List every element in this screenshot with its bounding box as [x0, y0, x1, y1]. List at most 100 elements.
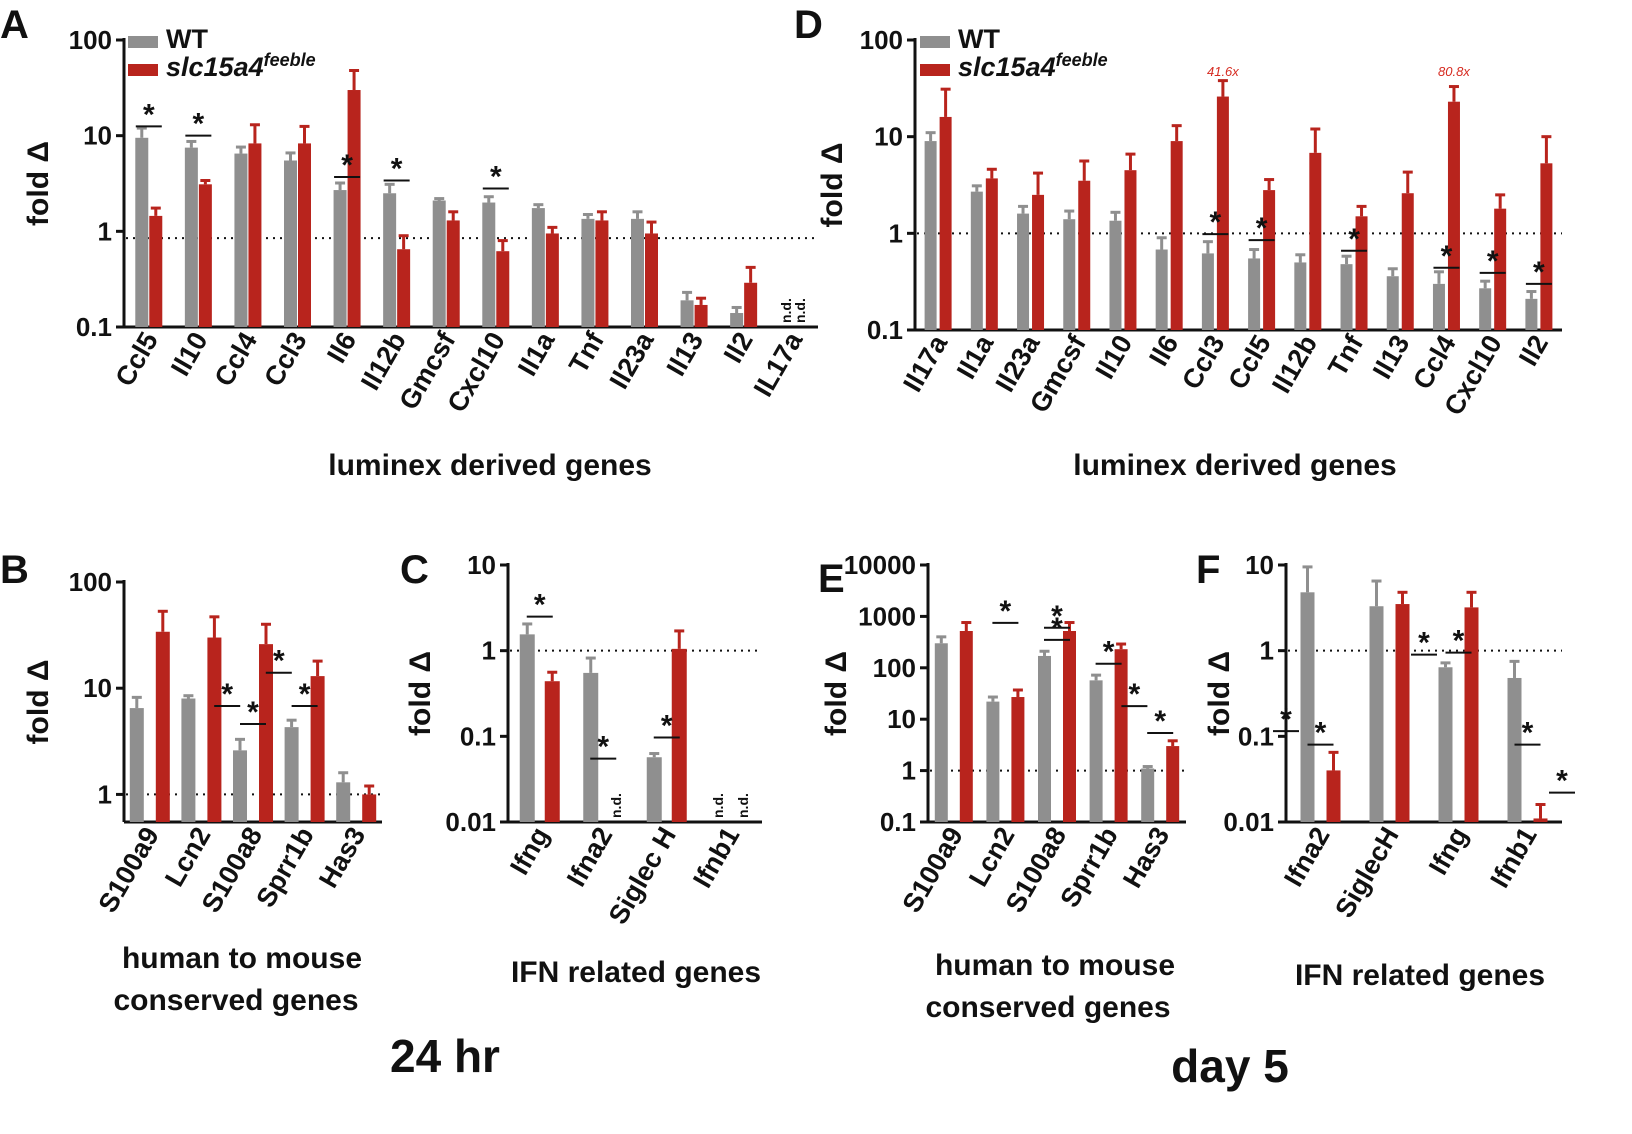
significance-star: * [1103, 636, 1115, 669]
legend-swatch-mutant [128, 64, 158, 76]
bar-mutant [1032, 194, 1045, 330]
significance-star: * [534, 589, 546, 622]
bar-mutant [1114, 649, 1128, 822]
bar-wt [1300, 592, 1315, 822]
bar-wt [1155, 249, 1168, 330]
bar-wt [1438, 667, 1453, 822]
y-tick-label: 0.1 [76, 312, 112, 342]
bar-mutant [1063, 630, 1076, 822]
not-detected-label: n.d. [792, 298, 808, 323]
category-label: S100a9 [92, 822, 165, 918]
y-tick-label: 0.1 [460, 721, 496, 751]
bar-wt [680, 300, 694, 327]
category-label: Ccl3 [1176, 330, 1231, 394]
significance-star: * [341, 149, 353, 182]
bar-mutant [1011, 697, 1025, 822]
y-tick-label: 100 [69, 25, 112, 55]
bar-mutant [1166, 746, 1180, 822]
y-tick-label: 1 [98, 779, 112, 809]
category-label: Tnf [1322, 329, 1369, 381]
bar-wt [1507, 677, 1522, 822]
bar-mutant [1395, 604, 1410, 822]
bar-wt [383, 193, 397, 327]
bar-wt [284, 727, 299, 822]
bar-mutant [347, 90, 361, 327]
time-label-24hr: 24 hr [390, 1030, 500, 1082]
bar-mutant [645, 233, 658, 327]
legend-swatch-wt [128, 36, 158, 48]
y-tick-label: 10 [83, 121, 112, 151]
bar-mutant [1540, 163, 1553, 330]
category-label: SiglecH [1329, 822, 1405, 923]
significance-star: * [1522, 717, 1534, 750]
y-tick-label: 100 [69, 567, 112, 597]
bar-wt [519, 634, 535, 822]
bar-mutant [1533, 818, 1548, 822]
bar-wt [181, 698, 196, 822]
panel-letter-f: F [1196, 548, 1220, 592]
y-tick-label: 100 [860, 25, 903, 55]
significance-star: * [273, 645, 285, 678]
bar-wt [1340, 264, 1353, 330]
significance-star: * [247, 696, 259, 729]
bar-mutant [671, 648, 687, 822]
x-axis-label: conserved genes [925, 991, 1170, 1024]
y-tick-label: 100 [873, 653, 916, 683]
bar-wt [1432, 283, 1445, 330]
category-label: Has3 [1117, 822, 1175, 893]
x-axis-label: human to mouse [935, 949, 1175, 982]
category-label: Il6 [321, 327, 362, 368]
category-label: Tnf [563, 326, 610, 378]
bar-wt [1294, 262, 1307, 330]
significance-star: * [193, 108, 205, 141]
bar-mutant [1355, 216, 1368, 330]
significance-star: * [1051, 600, 1063, 633]
bar-wt [1109, 220, 1122, 330]
significance-star: * [661, 709, 673, 742]
not-detected-label: n.d. [608, 793, 624, 818]
significance-star: * [597, 731, 609, 764]
y-tick-label: 10 [83, 673, 112, 703]
significance-star: * [143, 98, 155, 131]
bar-mutant [694, 304, 708, 327]
bar-mutant [207, 637, 222, 822]
bar-wt [646, 757, 662, 822]
bar-mutant [496, 251, 510, 327]
x-axis-label: human to mouse [122, 942, 362, 975]
bar-mutant [1170, 141, 1183, 330]
y-axis-label: fold Δ [22, 660, 55, 745]
category-label: Il17a [897, 329, 953, 397]
y-tick-label: 10 [874, 122, 903, 152]
significance-star: * [1154, 705, 1166, 738]
y-tick-label: 10000 [844, 550, 916, 580]
category-label: Il23a [604, 326, 660, 394]
significance-star: * [1441, 240, 1453, 273]
y-axis-label: fold Δ [404, 651, 437, 736]
bar-mutant [446, 220, 460, 327]
bar-mutant [1078, 180, 1091, 330]
bar-wt [1089, 680, 1103, 822]
significance-star: * [490, 161, 502, 194]
legend-swatch-wt [920, 36, 950, 48]
category-label: Il12b [1266, 330, 1323, 398]
y-axis-label: fold Δ [816, 143, 849, 228]
bar-mutant [310, 676, 325, 822]
legend-label-mutant-base: slc15a4 [958, 52, 1056, 82]
significance-star: * [1556, 765, 1568, 798]
bar-mutant [1216, 96, 1229, 330]
bar-mutant [1124, 170, 1137, 330]
panel-letter-e: E [818, 557, 845, 601]
bar-wt [233, 750, 247, 822]
bar-wt [583, 672, 599, 822]
y-tick-label: 10 [887, 704, 916, 734]
y-tick-label: 1 [1260, 636, 1274, 666]
bar-wt [934, 643, 948, 822]
bar-wt [184, 147, 198, 327]
x-axis-label: luminex derived genes [1073, 449, 1396, 482]
y-tick-label: 0.1 [867, 315, 903, 345]
